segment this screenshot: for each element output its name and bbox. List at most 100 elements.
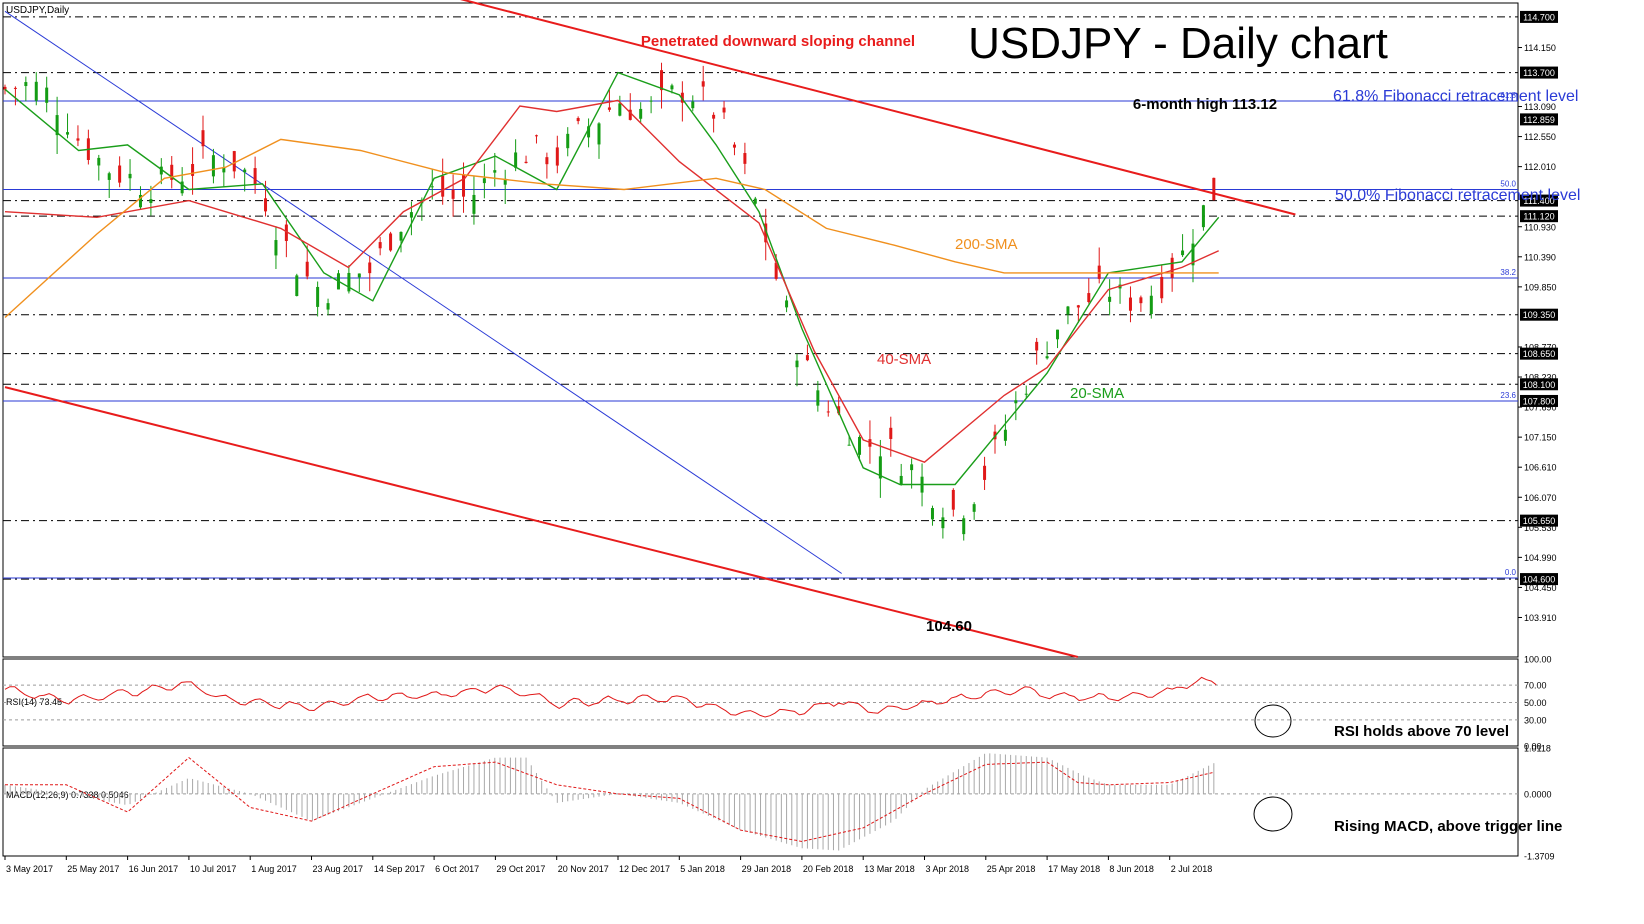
candle-body bbox=[816, 390, 820, 406]
price-axis-label: 106.610 bbox=[1524, 463, 1557, 473]
annotation-40-sma: 40-SMA bbox=[877, 351, 931, 368]
candle-body bbox=[97, 157, 101, 166]
rsi-axis-label: 0.00 bbox=[1524, 742, 1542, 752]
candle-body bbox=[847, 444, 851, 446]
annotation-200-sma: 200-SMA bbox=[955, 236, 1018, 253]
candle-body bbox=[878, 456, 882, 479]
level-label: 104.600 bbox=[1523, 575, 1556, 585]
date-axis-label: 16 Jun 2017 bbox=[129, 864, 179, 874]
price-axis-label: 108.770 bbox=[1524, 342, 1557, 352]
current-price-label: 112.859 bbox=[1523, 115, 1555, 125]
date-axis-label: 25 Apr 2018 bbox=[987, 864, 1036, 874]
candle-body bbox=[316, 286, 320, 307]
date-axis-label: 5 Jan 2018 bbox=[680, 864, 725, 874]
symbol-label: USDJPY,Daily bbox=[6, 5, 69, 16]
diagonal-support-line bbox=[4, 10, 842, 574]
candle-body bbox=[1035, 341, 1039, 351]
candle-body bbox=[66, 132, 70, 135]
candle-body bbox=[13, 87, 17, 89]
candle-body bbox=[1045, 356, 1049, 359]
candle-body bbox=[441, 175, 445, 197]
channel-upper-line bbox=[460, 0, 1296, 216]
level-label-box bbox=[1520, 378, 1558, 391]
price-axis-label: 108.230 bbox=[1524, 373, 1557, 383]
candle-body bbox=[910, 464, 914, 471]
candle-body bbox=[743, 153, 747, 164]
candle-body bbox=[889, 427, 893, 439]
candle-body bbox=[399, 231, 403, 241]
date-axis-label: 25 May 2017 bbox=[67, 864, 119, 874]
fibonacci-label: 50.0 bbox=[1500, 179, 1516, 188]
price-axis-label: 106.070 bbox=[1524, 493, 1557, 503]
candle-body bbox=[1024, 393, 1028, 395]
date-axis-label: 20 Nov 2017 bbox=[558, 864, 609, 874]
level-label-box bbox=[1520, 194, 1558, 207]
level-label: 109.350 bbox=[1523, 310, 1556, 320]
date-axis-label: 14 Sep 2017 bbox=[374, 864, 425, 874]
level-label: 108.100 bbox=[1523, 380, 1556, 390]
level-label: 113.700 bbox=[1523, 68, 1555, 78]
candle-body bbox=[1128, 297, 1132, 311]
price-axis-label: 112.010 bbox=[1524, 162, 1556, 172]
rsi-axis-label: 30.00 bbox=[1524, 715, 1547, 725]
price-axis-label: 107.150 bbox=[1524, 433, 1557, 443]
candle-body bbox=[930, 508, 934, 520]
macd-annotation: Rising MACD, above trigger line bbox=[1334, 818, 1562, 835]
candle-body bbox=[712, 114, 716, 119]
candle-body bbox=[1087, 293, 1091, 303]
macd-panel-frame bbox=[2, 747, 1519, 857]
candle-body bbox=[180, 181, 184, 194]
candle-body bbox=[732, 144, 736, 148]
date-axis-label: 17 May 2018 bbox=[1048, 864, 1100, 874]
candle-body bbox=[201, 130, 205, 147]
candle-body bbox=[805, 355, 809, 361]
candle-body bbox=[764, 223, 768, 243]
candle-body bbox=[951, 489, 955, 510]
macd-axis-label: -1.3709 bbox=[1524, 852, 1555, 862]
price-axis-label: 105.530 bbox=[1524, 523, 1557, 533]
candle-body bbox=[670, 85, 674, 90]
candle-body bbox=[430, 186, 434, 188]
rsi-axis-label: 100.00 bbox=[1524, 655, 1552, 665]
price-axis-label: 112.550 bbox=[1524, 132, 1556, 142]
annotation-fib-618: 61.8% Fibonacci retracement level bbox=[1333, 88, 1578, 105]
annotation-channel: Penetrated downward sloping channel bbox=[641, 33, 915, 50]
candle-body bbox=[409, 212, 413, 218]
price-axis-label: 110.390 bbox=[1524, 252, 1556, 262]
candle-body bbox=[795, 360, 799, 368]
fibonacci-label: 23.6 bbox=[1500, 391, 1516, 400]
macd-highlight-circle bbox=[1253, 796, 1293, 832]
date-axis-label: 6 Oct 2017 bbox=[435, 864, 479, 874]
candle-body bbox=[462, 174, 466, 197]
macd-signal-line bbox=[5, 756, 1213, 843]
date-axis-label: 12 Dec 2017 bbox=[619, 864, 670, 874]
candle-body bbox=[55, 115, 59, 136]
candle-body bbox=[482, 178, 486, 184]
rsi-line bbox=[4, 676, 1217, 718]
candle-body bbox=[326, 303, 330, 310]
candle-body bbox=[159, 166, 163, 175]
candle-body bbox=[253, 168, 257, 185]
price-axis-label: 113.090 bbox=[1524, 102, 1556, 112]
channel-lower-line bbox=[4, 386, 1079, 658]
candle-body bbox=[1201, 205, 1205, 228]
candle-body bbox=[274, 240, 278, 256]
main-panel-frame bbox=[2, 2, 1519, 658]
date-axis-label: 1 Aug 2017 bbox=[251, 864, 297, 874]
candle-body bbox=[1191, 243, 1195, 266]
candle-body bbox=[1149, 295, 1153, 314]
candle-body bbox=[534, 135, 538, 137]
candle-body bbox=[170, 164, 174, 180]
candle-body bbox=[211, 155, 215, 177]
candle-body bbox=[899, 475, 903, 485]
candle-body bbox=[138, 194, 142, 208]
date-axis-label: 20 Feb 2018 bbox=[803, 864, 854, 874]
candle-body bbox=[566, 133, 570, 149]
chart-title: USDJPY - Daily chart bbox=[968, 19, 1388, 68]
rsi-axis-label: 70.00 bbox=[1524, 681, 1547, 691]
level-label-box bbox=[1520, 394, 1558, 407]
candle-body bbox=[357, 273, 361, 278]
candle-body bbox=[1003, 429, 1007, 441]
